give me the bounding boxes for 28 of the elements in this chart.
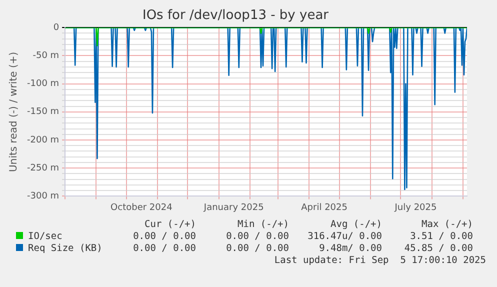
x-tick-label: October 2024 — [110, 202, 173, 213]
y-tick-label: -50 m — [32, 51, 60, 62]
text: 0.00 / 0.00 — [226, 243, 289, 255]
y-tick-label: -150 m — [26, 107, 60, 118]
text: 3.51 / 0.00 — [410, 231, 473, 243]
text: Max (-/+) — [422, 219, 473, 231]
y-tick-label: -250 m — [26, 163, 60, 174]
text: 0.00 / 0.00 — [133, 231, 196, 243]
y-tick-label: -300 m — [26, 192, 60, 202]
text: 0.00 / 0.00 — [133, 243, 196, 255]
text: Cur (-/+) — [144, 219, 196, 231]
text: Last update: Fri Sep 5 17:00:10 2025 — [274, 255, 486, 267]
legend-label: IO/sec — [27, 231, 62, 242]
legend-label: Req Size (KB) — [27, 243, 102, 254]
y-tick-label: 0 — [53, 22, 60, 33]
chart-title: IOs for /dev/loop13 - by year — [142, 8, 330, 24]
x-tick-label: July 2025 — [394, 202, 437, 213]
text: Min (-/+) — [238, 219, 289, 231]
text: 0.00 / 0.00 — [226, 231, 289, 243]
text: 45.85 / 0.00 — [404, 243, 473, 255]
x-tick-label: April 2025 — [301, 202, 348, 213]
y-tick-label: -100 m — [26, 79, 60, 90]
y-axis-title: Units read (-) / write (+) — [8, 52, 20, 172]
text: Avg (-/+) — [330, 219, 382, 231]
text: 9.48m/ 0.00 — [319, 243, 382, 255]
x-tick-label: January 2025 — [202, 202, 264, 213]
text: 316.47u/ 0.00 — [308, 231, 382, 243]
y-tick-label: -200 m — [26, 135, 60, 146]
